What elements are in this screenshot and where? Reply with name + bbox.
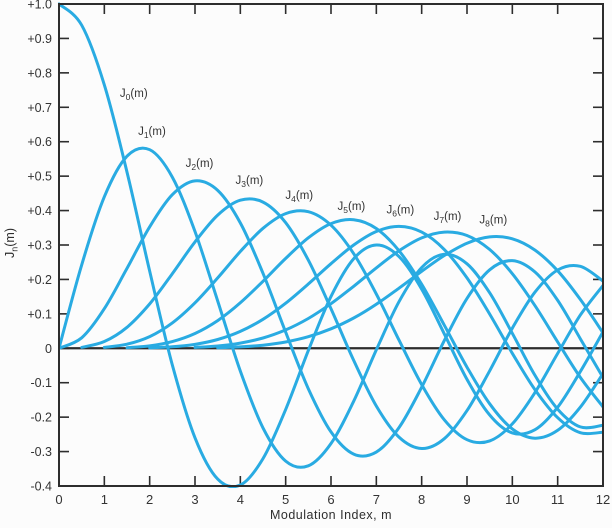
curve-J3(m) (80, 197, 604, 451)
curve-label-J8(m): J8(m) (479, 214, 507, 228)
curve-label-J1(m): J1(m) (138, 126, 166, 140)
x-tick-label: 1 (101, 492, 108, 507)
x-tick-label: 9 (463, 492, 470, 507)
y-tick-label: +0.4 (27, 204, 52, 218)
x-tick-label: 6 (327, 492, 334, 507)
y-axis-title-base: J (3, 251, 17, 259)
y-tick-label: +0.5 (27, 170, 52, 184)
curve-J2(m) (58, 179, 604, 458)
y-tick-label: +0.3 (27, 239, 52, 253)
y-tick-label: +0.8 (27, 66, 52, 80)
y-tick-label: +1.0 (27, 0, 52, 12)
curve-label-J7(m): J7(m) (434, 211, 462, 225)
plot-border (58, 3, 604, 487)
x-tick-label: 8 (418, 492, 425, 507)
curve-J6(m) (148, 224, 604, 436)
curve-label-J4(m): J4(m) (285, 190, 313, 204)
y-tick-label: 0 (45, 342, 52, 356)
y-tick-label: +0.1 (27, 307, 52, 321)
x-tick-label: 7 (373, 492, 380, 507)
curve-J4(m) (102, 209, 604, 445)
x-tick-label: 5 (282, 492, 289, 507)
curve-label-J3(m): J3(m) (236, 175, 264, 189)
x-tick-label: 3 (191, 492, 198, 507)
curve-J8(m) (216, 235, 604, 350)
curve-J7(m) (193, 230, 604, 409)
y-tick-label: -0.4 (30, 480, 52, 494)
x-tick-label: 0 (55, 492, 62, 507)
curve-label-J0(m): J0(m) (120, 88, 148, 102)
y-axis-title-rest: (m) (3, 227, 17, 247)
x-axis-title: Modulation Index, m (269, 508, 393, 522)
curve-J5(m) (125, 217, 604, 440)
y-tick-label: -0.2 (30, 411, 52, 425)
y-axis-title: Jn(m) (3, 227, 20, 259)
curve-J1(m) (58, 146, 604, 469)
y-tick-label: -0.1 (30, 376, 52, 390)
x-tick-label: 12 (596, 492, 610, 507)
curve-J0(m) (58, 2, 604, 488)
y-tick-label: +0.6 (27, 135, 52, 149)
y-tick-label: -0.3 (30, 445, 52, 459)
y-axis-title-sub: n (9, 246, 20, 252)
x-tick-label: 4 (237, 492, 244, 507)
curve-label-J6(m): J6(m) (386, 204, 414, 218)
x-tick-label: 11 (551, 492, 565, 507)
y-tick-label: +0.2 (27, 273, 52, 287)
x-tick-label: 2 (146, 492, 153, 507)
curve-label-J2(m): J2(m) (186, 158, 214, 172)
y-tick-label: +0.7 (27, 101, 52, 115)
curve-label-J5(m): J5(m) (338, 201, 366, 215)
x-tick-label: 10 (505, 492, 519, 507)
y-tick-label: +0.9 (27, 32, 52, 46)
